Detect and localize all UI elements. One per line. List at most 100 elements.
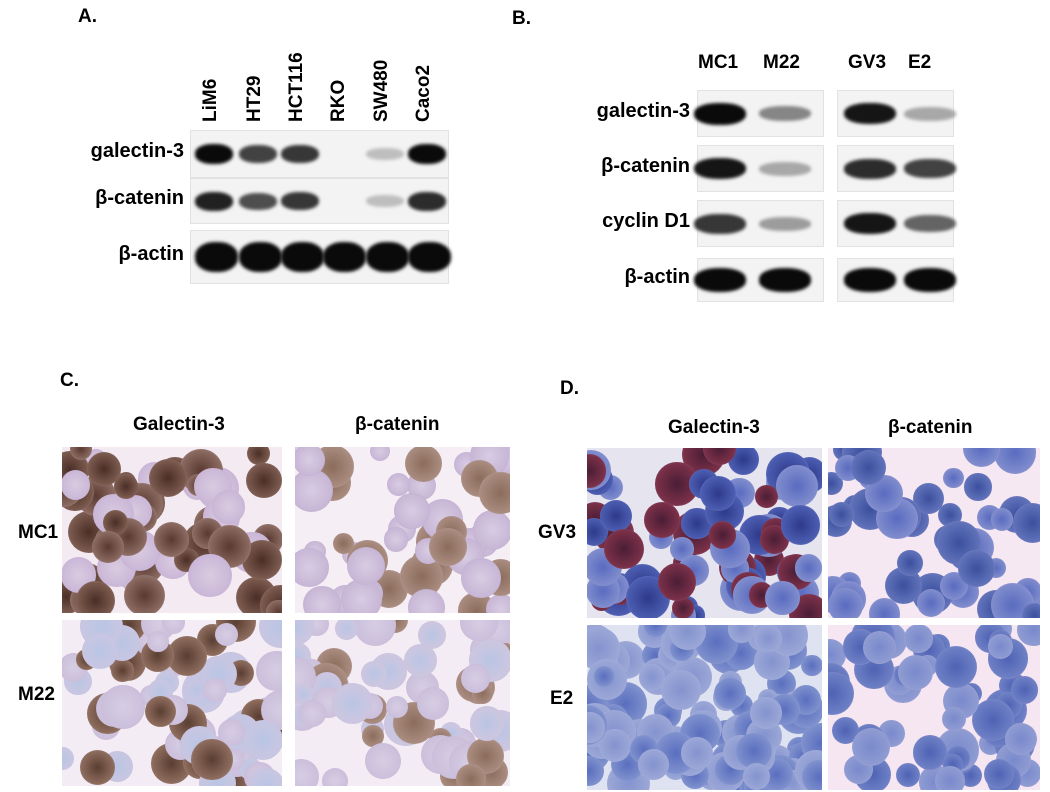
band <box>281 242 324 272</box>
cell <box>904 625 933 653</box>
micrograph-mc1-catenin <box>295 447 510 613</box>
cell <box>246 462 282 498</box>
micrograph-m22-catenin <box>295 620 510 786</box>
cell <box>162 620 186 634</box>
cell <box>408 588 446 613</box>
panel-d-header-galectin: Galectin-3 <box>668 417 760 438</box>
cell <box>62 747 74 771</box>
band <box>759 268 811 292</box>
cell <box>186 679 209 702</box>
panel-c-header-catenin: β-catenin <box>355 414 440 435</box>
cell <box>405 447 442 483</box>
cell <box>868 598 901 618</box>
cell <box>347 546 386 585</box>
band <box>844 158 896 179</box>
band <box>904 215 956 232</box>
band <box>366 148 404 160</box>
panel-c-row-m22: M22 <box>18 684 55 705</box>
cell <box>962 448 1001 468</box>
cell <box>593 666 614 687</box>
band <box>844 213 896 234</box>
cell <box>670 537 694 561</box>
cell <box>755 485 778 508</box>
lane-label: GV3 <box>848 52 887 73</box>
cell <box>714 677 746 710</box>
cell <box>703 448 737 465</box>
band <box>239 145 277 163</box>
cell <box>259 620 282 648</box>
cell <box>990 508 1014 531</box>
cell <box>153 521 190 558</box>
cell <box>828 501 854 528</box>
cell <box>332 532 354 554</box>
cell <box>473 510 510 550</box>
cell <box>828 639 846 672</box>
band <box>759 106 811 121</box>
panel-c-row-mc1: MC1 <box>18 522 59 543</box>
cell <box>479 471 510 515</box>
cell <box>794 554 822 583</box>
band <box>323 242 366 272</box>
cell <box>111 659 134 682</box>
band <box>694 213 746 234</box>
band <box>694 102 746 125</box>
row-label: β-actin <box>118 243 184 265</box>
band <box>694 158 746 179</box>
cell <box>943 467 965 489</box>
cell <box>728 625 756 644</box>
cell <box>460 620 498 642</box>
band <box>759 216 811 231</box>
blot-strip-left <box>694 258 824 302</box>
cell <box>147 630 169 653</box>
cell <box>1017 625 1040 647</box>
row-label: β-catenin <box>95 187 184 209</box>
cell <box>101 685 145 729</box>
cell <box>303 585 341 613</box>
cell <box>298 700 326 728</box>
micrograph-gv3-catenin <box>828 448 1040 618</box>
cell <box>916 589 946 618</box>
band <box>844 103 896 124</box>
cell <box>246 447 271 465</box>
blot-strip-left <box>694 145 824 192</box>
band <box>366 195 404 207</box>
lane-label: RKO <box>328 79 349 122</box>
cell <box>964 473 992 501</box>
cell <box>600 500 633 533</box>
cell <box>643 501 680 538</box>
panel-d-row-gv3: GV3 <box>538 522 577 543</box>
cell <box>295 547 329 588</box>
cell <box>354 620 397 646</box>
cell <box>211 490 246 524</box>
cell <box>658 562 696 601</box>
cell <box>81 632 118 669</box>
cell <box>780 505 821 545</box>
cell <box>144 695 177 728</box>
cell <box>700 475 736 511</box>
cell <box>994 448 1037 474</box>
cell <box>321 767 349 786</box>
band <box>904 106 956 121</box>
cell <box>460 663 491 694</box>
panel-c-label: C. <box>60 370 79 391</box>
cell <box>86 451 122 487</box>
cell <box>802 760 822 790</box>
cell <box>1004 723 1037 756</box>
cell <box>203 677 228 702</box>
cell <box>754 625 782 653</box>
cell <box>461 558 502 599</box>
cell <box>851 449 887 485</box>
cell <box>681 737 714 769</box>
cell <box>638 664 666 691</box>
blot-strip-right <box>837 145 956 192</box>
micrograph-e2-catenin <box>828 625 1040 790</box>
lane-label: HCT116 <box>286 52 307 122</box>
cell <box>340 579 382 613</box>
blot-strip-right <box>837 258 956 302</box>
cell <box>295 447 326 477</box>
cell <box>984 758 1015 789</box>
cell <box>828 588 863 618</box>
cell <box>148 458 188 498</box>
blot-strip <box>190 230 451 284</box>
cell <box>188 553 233 598</box>
